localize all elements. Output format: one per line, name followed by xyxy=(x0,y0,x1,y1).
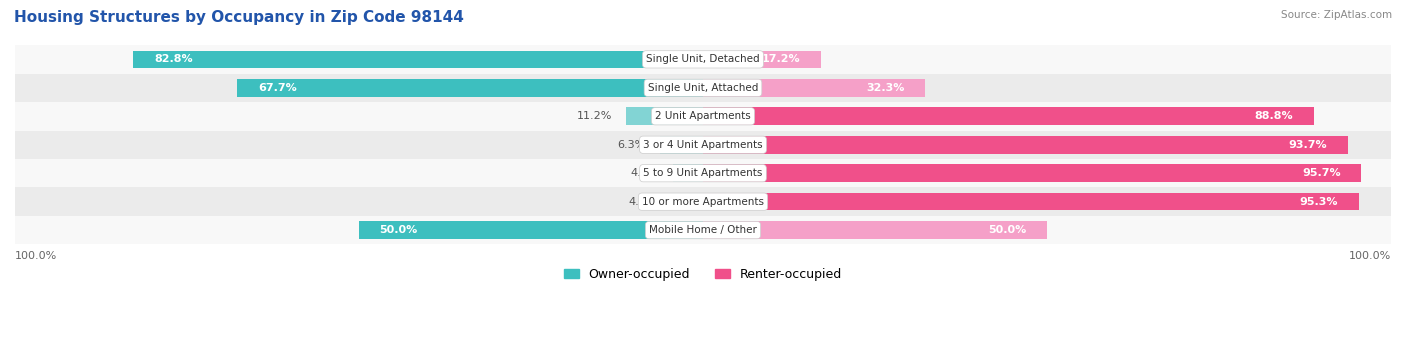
Text: 93.7%: 93.7% xyxy=(1288,140,1327,150)
Bar xyxy=(703,193,1358,210)
Bar xyxy=(134,50,703,68)
Text: 95.7%: 95.7% xyxy=(1302,168,1341,178)
Legend: Owner-occupied, Renter-occupied: Owner-occupied, Renter-occupied xyxy=(558,263,848,286)
Text: 50.0%: 50.0% xyxy=(380,225,418,235)
Bar xyxy=(671,193,703,210)
Bar xyxy=(703,107,1315,125)
Text: Single Unit, Attached: Single Unit, Attached xyxy=(648,83,758,93)
Text: Single Unit, Detached: Single Unit, Detached xyxy=(647,54,759,64)
Text: 17.2%: 17.2% xyxy=(762,54,800,64)
Bar xyxy=(703,136,1348,153)
Text: Mobile Home / Other: Mobile Home / Other xyxy=(650,225,756,235)
Text: 95.3%: 95.3% xyxy=(1299,197,1339,207)
Bar xyxy=(659,136,703,153)
Text: 100.0%: 100.0% xyxy=(15,251,58,261)
Bar xyxy=(359,221,703,239)
Text: 6.3%: 6.3% xyxy=(617,140,645,150)
Bar xyxy=(703,79,925,97)
Text: 82.8%: 82.8% xyxy=(155,54,193,64)
Text: 4.4%: 4.4% xyxy=(630,168,659,178)
Text: 88.8%: 88.8% xyxy=(1254,111,1294,121)
Text: Source: ZipAtlas.com: Source: ZipAtlas.com xyxy=(1281,10,1392,20)
Bar xyxy=(672,164,703,182)
Text: 5 to 9 Unit Apartments: 5 to 9 Unit Apartments xyxy=(644,168,762,178)
Text: 10 or more Apartments: 10 or more Apartments xyxy=(643,197,763,207)
Bar xyxy=(15,131,1391,159)
Text: 11.2%: 11.2% xyxy=(576,111,612,121)
Text: Housing Structures by Occupancy in Zip Code 98144: Housing Structures by Occupancy in Zip C… xyxy=(14,10,464,25)
Bar xyxy=(626,107,703,125)
Bar xyxy=(703,221,1047,239)
Bar xyxy=(15,188,1391,216)
Bar xyxy=(15,45,1391,74)
Bar xyxy=(15,159,1391,188)
Bar xyxy=(15,102,1391,131)
Text: 67.7%: 67.7% xyxy=(257,83,297,93)
Text: 50.0%: 50.0% xyxy=(988,225,1026,235)
Bar xyxy=(703,50,821,68)
Text: 2 Unit Apartments: 2 Unit Apartments xyxy=(655,111,751,121)
Text: 3 or 4 Unit Apartments: 3 or 4 Unit Apartments xyxy=(643,140,763,150)
Bar xyxy=(703,164,1361,182)
Text: 4.7%: 4.7% xyxy=(628,197,657,207)
Text: 32.3%: 32.3% xyxy=(866,83,904,93)
Bar xyxy=(15,216,1391,244)
Text: 100.0%: 100.0% xyxy=(1348,251,1391,261)
Bar xyxy=(15,74,1391,102)
Bar xyxy=(238,79,703,97)
